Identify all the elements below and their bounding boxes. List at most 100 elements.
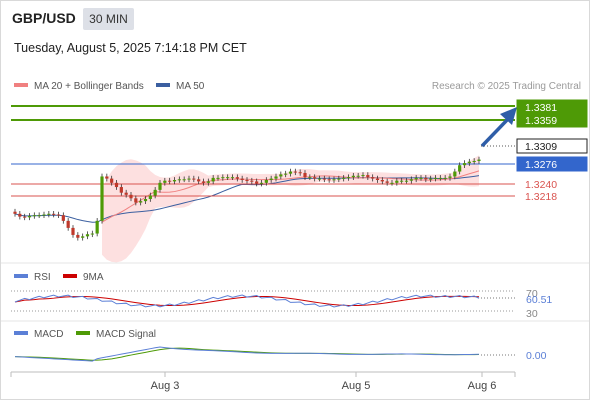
candle [433, 175, 438, 182]
candle [458, 162, 462, 175]
candle [317, 175, 322, 182]
candle [32, 212, 36, 219]
candle [95, 218, 99, 237]
candle [230, 174, 235, 180]
candle [61, 212, 65, 224]
timeframe-button[interactable]: 30 MIN [83, 8, 134, 30]
price-tag-text-s1: 1.3240 [525, 179, 557, 191]
legend-9ma: 9MA [63, 272, 104, 283]
candle [438, 175, 442, 181]
rsi-value-label: 60.51 [526, 294, 552, 306]
candle [52, 210, 56, 218]
candle [356, 172, 360, 179]
candle [226, 174, 230, 180]
candle [148, 192, 152, 202]
candle [467, 158, 471, 166]
candle [177, 176, 181, 183]
candle [42, 211, 46, 219]
candle [245, 177, 249, 184]
candle [134, 195, 138, 206]
candle [47, 210, 51, 218]
candle [66, 218, 70, 231]
candle [76, 232, 80, 241]
legend-ma50: MA 50 [156, 81, 204, 92]
bollinger-bands [102, 155, 479, 263]
candle [284, 170, 288, 178]
candle [313, 174, 317, 182]
candle [274, 173, 278, 182]
legend-ma20-label: MA 20 + Bollinger Bands [34, 81, 144, 92]
candle [264, 177, 268, 186]
candle [424, 175, 428, 183]
price-tag-s1: 1.3240 [525, 179, 557, 191]
rsi-line [14, 294, 480, 308]
candle [429, 175, 433, 183]
candle [27, 213, 32, 221]
legend-macd: MACD [14, 329, 63, 340]
candle [119, 184, 123, 196]
candle [288, 168, 293, 177]
candle [139, 198, 143, 206]
candle [366, 172, 370, 180]
legend-macd-signal: MACD Signal [76, 329, 156, 340]
candle [322, 175, 326, 183]
candle [337, 175, 341, 183]
candle [404, 177, 409, 184]
candle [472, 158, 476, 165]
candle [477, 156, 481, 164]
candle [90, 230, 94, 238]
price-tag-s2: 1.3218 [525, 191, 557, 203]
x-tick-label: Aug 6 [468, 380, 497, 392]
candle [380, 177, 384, 185]
candle [346, 174, 351, 181]
macd-value-label: 0.00 [526, 350, 547, 362]
macd-line [14, 346, 480, 362]
candle [269, 175, 273, 183]
candle [240, 175, 244, 183]
candle [298, 169, 302, 176]
candle [56, 211, 61, 219]
candle [375, 175, 380, 183]
candle [201, 178, 206, 186]
price-tag-text-last: 1.3309 [525, 141, 557, 153]
candle [153, 187, 157, 199]
candle [216, 175, 220, 181]
candle [197, 176, 201, 185]
candle [71, 225, 75, 238]
candle [13, 208, 17, 217]
candle [293, 168, 297, 176]
candle [409, 176, 413, 184]
date-time-label: Tuesday, August 5, 2025 7:14:18 PM CET [14, 41, 247, 55]
candle [163, 177, 167, 186]
candle [37, 212, 41, 219]
candle [259, 180, 264, 187]
candle [211, 175, 215, 185]
candle [385, 178, 389, 186]
price-tag-last: 1.3309 [516, 138, 588, 154]
price-tag-r1: 1.3359 [516, 112, 588, 128]
ma20-swatch [14, 83, 28, 88]
candle [361, 172, 365, 179]
candle [168, 177, 172, 185]
candle [23, 213, 27, 221]
candle [124, 189, 128, 198]
credit-text: Research © 2025 Trading Central [431, 81, 581, 92]
candle [221, 174, 225, 181]
candle [390, 180, 394, 186]
ma50-swatch [156, 83, 170, 88]
candle [327, 176, 331, 183]
candle [114, 180, 119, 190]
candle [255, 178, 259, 187]
candle [250, 177, 254, 185]
rsi-upper-label: 70 [526, 288, 538, 300]
candle [419, 175, 423, 181]
legend-9ma-label: 9MA [83, 272, 104, 283]
candle [332, 176, 336, 183]
candle [18, 210, 22, 220]
candle [235, 174, 239, 182]
candle [192, 175, 196, 183]
rsi-lower-label: 30 [526, 308, 538, 320]
candle [206, 178, 210, 186]
